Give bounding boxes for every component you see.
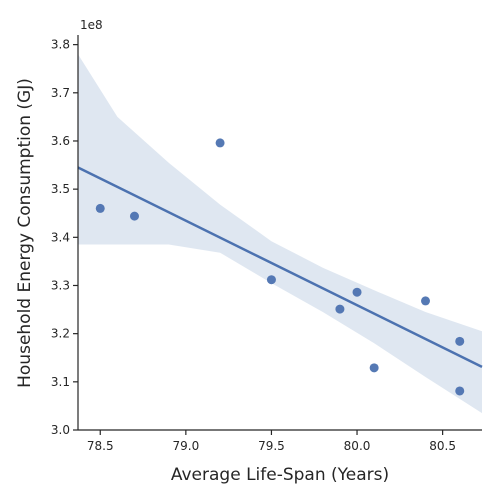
y-ticks: 3.0 3.1 3.2 3.3 3.4 3.5 3.6 3.7 3.8 (51, 38, 78, 437)
data-point (95, 203, 105, 213)
confidence-band (78, 54, 482, 414)
y-tick-label: 3.8 (51, 38, 70, 52)
x-tick-label: 79.0 (172, 439, 199, 453)
y-tick-label: 3.4 (51, 230, 70, 244)
axes: 3.0 3.1 3.2 3.3 3.4 3.5 3.6 3.7 3.8 78.5 79.0 79.5… (51, 35, 482, 453)
data-point (455, 336, 465, 346)
x-tick-label: 80.0 (344, 439, 371, 453)
y-offset-label: 1e8 (80, 18, 103, 32)
data-point (369, 363, 379, 373)
y-axis-title: Household Energy Consumption (GJ) (15, 78, 35, 388)
y-tick-label: 3.7 (51, 86, 70, 100)
data-points (95, 138, 465, 396)
x-tick-label: 80.5 (429, 439, 456, 453)
y-tick-label: 3.0 (51, 423, 70, 437)
y-tick-label: 3.1 (51, 375, 70, 389)
plot-area (77, 54, 483, 414)
data-point (129, 211, 139, 221)
data-point (335, 304, 345, 314)
y-tick-label: 3.3 (51, 278, 70, 292)
x-tick-label: 79.5 (258, 439, 285, 453)
data-point (455, 386, 465, 396)
data-point (266, 275, 276, 285)
x-ticks: 78.5 79.0 79.5 80.0 80.5 (87, 430, 456, 453)
regression-line (77, 166, 483, 369)
x-tick-label: 78.5 (87, 439, 114, 453)
x-axis-title: Average Life-Span (Years) (171, 465, 389, 485)
data-point (215, 138, 225, 148)
y-tick-label: 3.2 (51, 327, 70, 341)
y-tick-label: 3.5 (51, 182, 70, 196)
y-tick-label: 3.6 (51, 134, 70, 148)
data-point (421, 296, 431, 306)
data-point (352, 287, 362, 297)
